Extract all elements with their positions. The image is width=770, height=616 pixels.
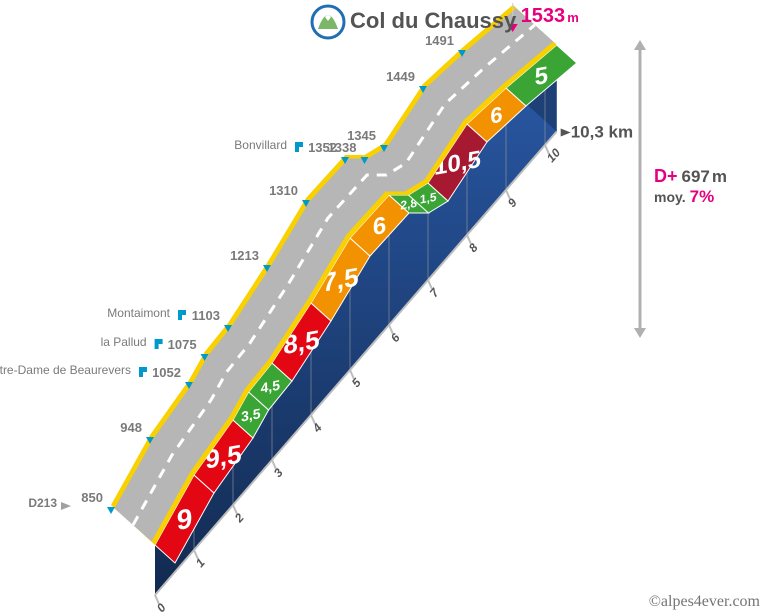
km-tick-label: 6 — [388, 330, 403, 345]
km-tick-label: 3 — [271, 465, 286, 480]
poi-icon — [295, 142, 303, 152]
credit: ©alpes4ever.com — [649, 593, 761, 610]
dplus-row: D+697m — [654, 166, 727, 186]
km-tick-label: 1 — [193, 555, 208, 570]
length-arrow-icon — [561, 129, 571, 137]
avg-row: moy.7% — [654, 187, 714, 206]
km-tick-label: 2 — [231, 510, 247, 525]
summit-altitude: 1533m — [521, 5, 579, 27]
altitude-label: 1449 — [386, 69, 415, 84]
km-tick-label: 9 — [505, 195, 520, 210]
km-tick-label: 0 — [154, 600, 169, 615]
altitude-label: 1310 — [269, 183, 298, 198]
arrow-up-icon — [634, 40, 646, 50]
poi-label: Bonvillard — [234, 138, 287, 152]
poi-label: Montaimont — [107, 306, 170, 320]
gradient-label: 5 — [535, 62, 548, 91]
start-road-label: D213 — [28, 496, 57, 510]
poi-icon — [139, 367, 147, 377]
poi-label: la Pallud — [101, 335, 147, 349]
altitude-label: 1052 — [152, 365, 181, 380]
altitude-label: 1075 — [168, 337, 197, 352]
altitude-label: 1213 — [230, 248, 259, 263]
km-tick-label: 4 — [309, 420, 325, 435]
title: Col du Chaussy — [350, 8, 517, 33]
gradient-label: 6 — [373, 212, 386, 241]
altitude-label: 850 — [81, 490, 103, 505]
total-length: 10,3 km — [571, 123, 633, 142]
altitude-label: 1103 — [192, 308, 220, 323]
gradient-label: 1,5 — [420, 190, 437, 207]
km-tick-label: 7 — [427, 285, 443, 300]
start-arrow-icon — [61, 502, 71, 510]
altitude-label: 1345 — [347, 128, 376, 143]
altitude-label: 948 — [120, 420, 142, 435]
poi-icon — [178, 310, 186, 320]
km-tick-label: 8 — [466, 240, 481, 255]
altitude-marker-icon — [107, 507, 115, 514]
gradient-label: 6 — [490, 102, 502, 129]
gradient-label: 9 — [177, 502, 193, 536]
km-tick-label: 5 — [349, 375, 364, 390]
poi-icon — [155, 339, 163, 349]
poi-label: Notre-Dame de Beaurevers — [0, 363, 131, 377]
arrow-down-icon — [634, 328, 646, 338]
altitude-label: 1491 — [425, 33, 454, 48]
